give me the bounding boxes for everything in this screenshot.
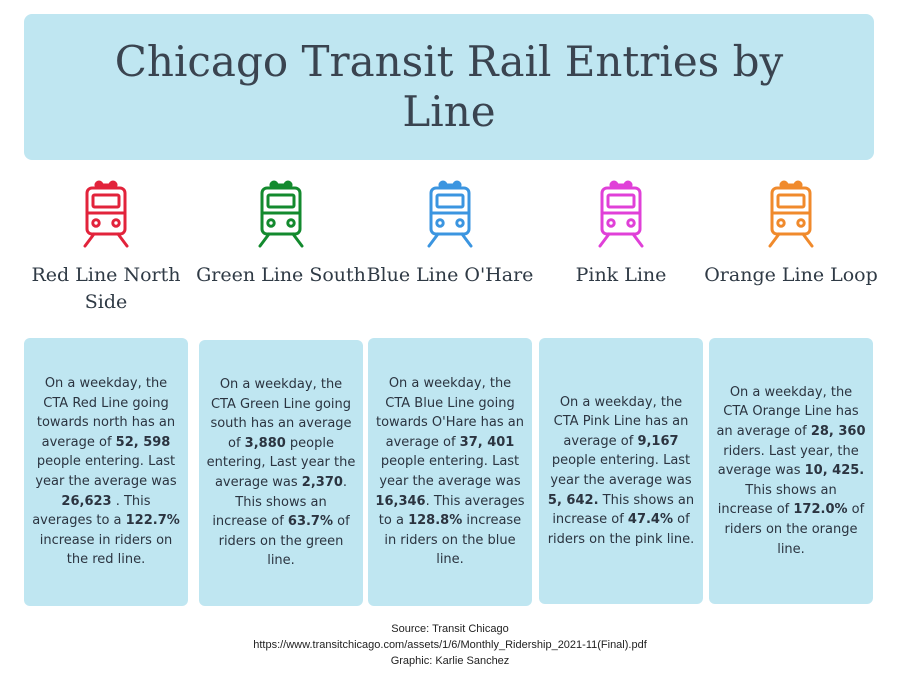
description-text: people entering. Last year the average w… — [35, 454, 177, 489]
ridership-figure: 2,370 — [301, 475, 343, 490]
ridership-figure: 9,167 — [637, 433, 679, 449]
line-card: On a weekday, the CTA Blue Line going to… — [368, 338, 532, 606]
line-description: On a weekday, the CTA Green Line going s… — [199, 375, 363, 571]
description-text: of riders on the pink line. — [547, 512, 695, 547]
description-text: On a weekday, the CTA Pink Line has an a… — [553, 394, 689, 449]
description-text: people entering. Last year the average w… — [550, 453, 692, 488]
description-text: . This averages to a — [378, 493, 525, 529]
line-description: On a weekday, the CTA Pink Line has an a… — [539, 393, 703, 550]
ridership-figure: 47.4% — [627, 512, 674, 528]
line-column-red: Red Line North Side — [24, 180, 188, 313]
ridership-figure: 172.0% — [793, 502, 848, 518]
ridership-figure: 16,346 — [375, 493, 426, 509]
ridership-figure: 26,623 — [61, 493, 112, 509]
description-text: This shows an increase of — [552, 492, 695, 528]
source-credits: Source: Transit Chicago https://www.tran… — [0, 621, 900, 669]
ridership-figure: 122.7% — [125, 513, 180, 529]
line-description: On a weekday, the CTA Red Line going tow… — [24, 374, 188, 570]
description-text: of riders on the orange line. — [724, 502, 865, 557]
line-card: On a weekday, the CTA Pink Line has an a… — [539, 338, 703, 604]
description-text: riders. Last year, the average was — [717, 443, 859, 479]
description-text: of riders on the green line. — [218, 514, 350, 569]
description-text: On a weekday, the CTA Orange Line has an… — [716, 384, 859, 440]
description-text: . This shows an increase of — [212, 475, 348, 530]
description-text: people entering, Last year the average w… — [206, 435, 356, 490]
graphic-credit: Graphic: Karlie Sanchez — [390, 655, 510, 667]
ridership-figure: 10, 425. — [804, 463, 865, 479]
ridership-figure: 52, 598 — [115, 434, 171, 450]
line-column-orange: Orange Line Loop — [704, 180, 878, 286]
train-icon — [427, 180, 473, 248]
train-icon — [598, 180, 644, 248]
line-description: On a weekday, the CTA Blue Line going to… — [368, 374, 532, 570]
description-text: increase in riders on the blue line. — [384, 513, 522, 568]
line-column-green: Green Line South — [196, 180, 366, 286]
description-text: On a weekday, the CTA Red Line going tow… — [36, 376, 176, 450]
line-card: On a weekday, the CTA Orange Line has an… — [709, 338, 873, 604]
ridership-figure: 3,880 — [244, 435, 286, 451]
line-card: On a weekday, the CTA Green Line going s… — [199, 340, 363, 606]
ridership-figure: 28, 360 — [810, 424, 866, 440]
line-name: Blue Line O'Hare — [366, 264, 534, 286]
line-name: Pink Line — [575, 264, 667, 286]
line-description: On a weekday, the CTA Orange Line has an… — [709, 383, 873, 559]
train-icon — [768, 180, 814, 248]
page-title: Chicago Transit Rail Entries by Line — [114, 37, 784, 136]
line-name: Green Line South — [196, 264, 366, 286]
description-text: On a weekday, the CTA Green Line going s… — [210, 377, 352, 451]
ridership-figure: 128.8% — [408, 513, 463, 529]
description-text: people entering. Last year the average w… — [379, 454, 521, 489]
source-url: https://www.transitchicago.com/assets/1/… — [253, 639, 647, 651]
description-text: On a weekday, the CTA Blue Line going to… — [376, 376, 524, 450]
line-name: Orange Line Loop — [704, 264, 878, 286]
description-text: increase in riders on the red line. — [39, 532, 173, 568]
line-column-blue: Blue Line O'Hare — [367, 180, 533, 286]
line-card: On a weekday, the CTA Red Line going tow… — [24, 338, 188, 606]
title-banner: Chicago Transit Rail Entries by Line — [24, 14, 874, 160]
train-icon — [258, 180, 304, 248]
source-label: Source: Transit Chicago — [391, 623, 509, 635]
line-column-pink: Pink Line — [539, 180, 703, 286]
train-icon — [83, 180, 129, 248]
ridership-figure: 5, 642. — [547, 492, 599, 508]
description-text: This shows an increase of — [717, 482, 837, 518]
ridership-figure: 63.7% — [287, 514, 334, 530]
line-name: Red Line North Side — [31, 264, 181, 313]
description-text: . This averages to a — [32, 493, 151, 529]
ridership-figure: 37, 401 — [459, 434, 515, 450]
